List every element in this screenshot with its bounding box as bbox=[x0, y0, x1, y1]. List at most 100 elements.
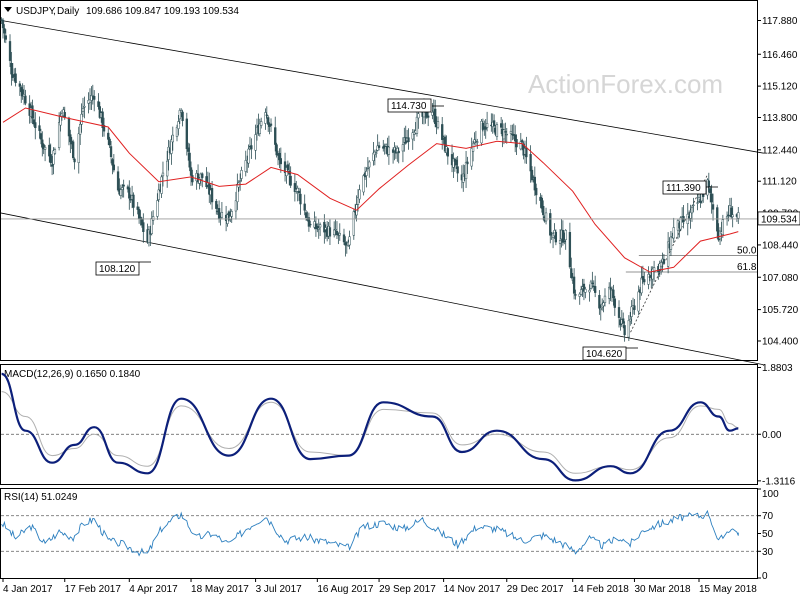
candle-body bbox=[150, 218, 153, 234]
candle-body bbox=[481, 122, 485, 130]
macd-main-line bbox=[1, 372, 739, 482]
candle-body bbox=[297, 190, 301, 194]
candle-body bbox=[39, 133, 43, 140]
candle-body bbox=[151, 216, 155, 221]
candle-body bbox=[495, 124, 499, 137]
candle-body bbox=[578, 293, 581, 297]
candle-body bbox=[598, 294, 601, 309]
candle-body bbox=[579, 289, 583, 295]
candle-body bbox=[564, 230, 567, 240]
rsi-line bbox=[1, 509, 739, 557]
candle-body bbox=[217, 208, 221, 220]
candle-body bbox=[32, 119, 36, 125]
candle-body bbox=[31, 105, 34, 119]
candle-body bbox=[90, 95, 93, 101]
candle-body bbox=[180, 110, 183, 113]
candle-body bbox=[111, 159, 114, 166]
candle-body bbox=[41, 139, 44, 148]
candle-body bbox=[549, 213, 552, 236]
candle-body bbox=[521, 140, 524, 143]
macd-panel-frame bbox=[0, 364, 758, 485]
candle-body bbox=[156, 200, 159, 217]
candle-body bbox=[260, 121, 263, 126]
candle-body bbox=[1, 19, 5, 29]
candle-body bbox=[275, 144, 278, 156]
macd-axis: 1.8803 0.00 -1.3116 bbox=[1, 363, 796, 487]
candle-body bbox=[725, 216, 729, 219]
candle-body bbox=[525, 147, 528, 158]
candle-body bbox=[407, 137, 410, 143]
macd-tick-label: -1.3116 bbox=[762, 476, 796, 487]
candle-body bbox=[139, 216, 142, 219]
candle-body bbox=[10, 63, 13, 75]
candle-body bbox=[641, 276, 645, 280]
candle-body bbox=[201, 173, 204, 178]
candle-body bbox=[240, 170, 243, 179]
candle-body bbox=[603, 295, 607, 303]
time-tick-label: 29 Sep 2017 bbox=[379, 584, 436, 595]
candle-body bbox=[563, 240, 566, 243]
candle-body bbox=[317, 227, 320, 230]
candle-body bbox=[672, 227, 675, 239]
candle-body bbox=[52, 150, 55, 165]
candle-body bbox=[121, 187, 124, 190]
candle-body bbox=[109, 146, 113, 158]
dropdown-triangle-icon[interactable] bbox=[4, 7, 12, 12]
candle-body bbox=[128, 187, 131, 199]
candle-body bbox=[356, 197, 360, 205]
candle-body bbox=[696, 202, 699, 204]
price-tick-label: 113.800 bbox=[762, 113, 798, 124]
candle-body bbox=[558, 240, 562, 244]
time-tick-label: 15 May 2018 bbox=[699, 584, 757, 595]
candle-body bbox=[220, 211, 224, 218]
candle-body bbox=[582, 283, 586, 292]
symbol-comma: , bbox=[53, 6, 56, 17]
ohlc-readout: 109.686 109.847 109.193 109.534 bbox=[86, 6, 239, 17]
candle-body bbox=[484, 126, 487, 130]
candle-body bbox=[22, 94, 26, 97]
candle-body bbox=[452, 158, 455, 168]
candle-body bbox=[238, 180, 242, 182]
price-panel-header: USDJPY , Daily 109.686 109.847 109.193 1… bbox=[4, 6, 239, 17]
candle-body bbox=[229, 216, 232, 220]
candle-body bbox=[147, 229, 151, 243]
macd-tick-label: 0.00 bbox=[762, 430, 782, 441]
candle-body bbox=[401, 144, 405, 152]
symbol-title: USDJPY bbox=[16, 6, 56, 17]
candle-body bbox=[108, 138, 111, 146]
time-axis: 4 Jan 2017 17 Feb 2017 4 Apr 2017 18 May 20… bbox=[2, 578, 757, 595]
candle-body bbox=[542, 206, 545, 216]
rsi-tick-label: 70 bbox=[762, 511, 774, 522]
candle-body bbox=[372, 152, 375, 161]
moving-average bbox=[2, 107, 739, 273]
candle-body bbox=[250, 145, 253, 150]
candle-body bbox=[574, 294, 577, 296]
candle-body bbox=[376, 145, 379, 151]
candle-body bbox=[323, 221, 326, 233]
price-tick-label: 104.400 bbox=[762, 336, 799, 347]
candle-body bbox=[93, 96, 96, 100]
candle-body bbox=[658, 263, 661, 270]
candle-body bbox=[112, 164, 116, 171]
candle-body bbox=[568, 232, 572, 268]
candle-body bbox=[443, 136, 447, 152]
candle-body bbox=[59, 115, 62, 126]
candle-body bbox=[608, 286, 611, 299]
candle-body bbox=[446, 148, 449, 157]
candle-body bbox=[411, 132, 414, 140]
rsi-axis: 100 70 50 30 0 bbox=[1, 488, 779, 582]
candle-body bbox=[570, 268, 573, 278]
candle-body bbox=[21, 89, 24, 97]
candle-body bbox=[434, 108, 437, 124]
candle-body bbox=[342, 234, 346, 243]
annotation-label: 114.730 bbox=[391, 101, 427, 112]
channel-line-lower bbox=[0, 212, 764, 366]
candle-body bbox=[710, 193, 713, 203]
candle-body bbox=[83, 105, 86, 108]
candle-body bbox=[591, 282, 594, 285]
annotation-box bbox=[662, 180, 707, 195]
candle-body bbox=[215, 200, 218, 209]
candle-body bbox=[455, 159, 458, 166]
candle-body bbox=[161, 172, 165, 177]
candle-body bbox=[264, 112, 267, 124]
